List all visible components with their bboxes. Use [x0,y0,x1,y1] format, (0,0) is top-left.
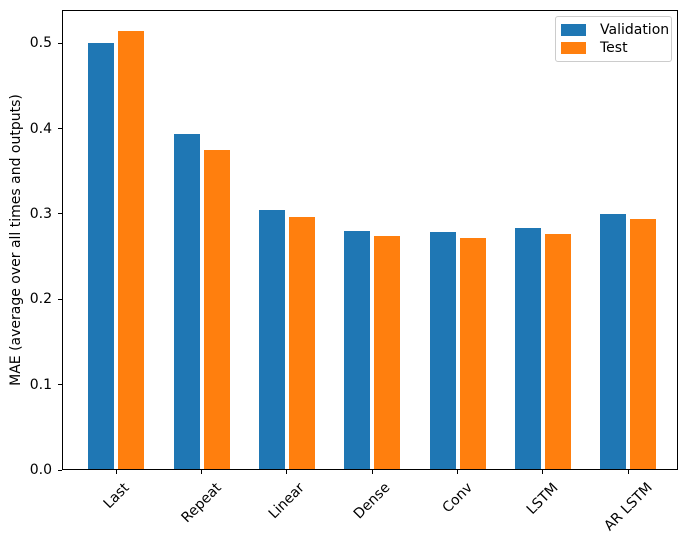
bar-test-linear [288,216,315,470]
x-tick-label-lstm: LSTM [524,479,562,518]
x-tick-label-last: Last [100,479,133,512]
plot-area [62,10,678,470]
legend-item-test: Test [561,40,666,56]
y-tick-label-0.1: 0.1 [29,376,52,393]
bar-test-repeat [203,149,230,470]
x-tick [115,470,117,474]
x-tick-label-ar-lstm: AR LSTM [600,479,656,535]
bar-validation-dense [344,231,371,470]
x-tick-label-repeat: Repeat [178,479,225,527]
x-tick-label-conv: Conv [439,480,476,517]
bar-validation-last [88,43,115,470]
legend-swatch-test [561,42,586,54]
y-tick [58,298,62,300]
y-tick-label-0.2: 0.2 [29,291,52,308]
x-tick [457,470,459,474]
bar-validation-ar-lstm [600,213,627,470]
bar-test-last [118,31,145,470]
y-tick [58,42,62,44]
legend-label-validation: Validation [600,22,670,38]
legend-item-validation: Validation [561,22,670,38]
bar-test-conv [459,237,486,470]
x-tick [542,470,544,474]
x-tick [371,470,373,474]
y-tick [58,469,62,471]
bar-validation-repeat [173,133,200,470]
x-tick [627,470,629,474]
y-tick [58,213,62,215]
legend: Validation Test [555,16,672,62]
bar-validation-lstm [514,227,541,470]
bar-test-ar-lstm [630,219,657,470]
x-tick [201,470,203,474]
legend-label-test: Test [600,40,628,56]
y-tick-label-0.4: 0.4 [29,120,52,137]
x-tick-label-linear: Linear [265,480,308,523]
y-axis-label: MAE (average over all times and outputs) [8,94,24,386]
x-tick [286,470,288,474]
bar-test-lstm [544,233,571,470]
bars-container [62,10,678,470]
y-tick-label-0.0: 0.0 [29,462,52,478]
bar-test-dense [374,236,401,470]
bar-validation-linear [258,209,285,470]
bar-validation-conv [429,231,456,470]
legend-swatch-validation [561,24,586,36]
x-tick-label-dense: Dense [351,479,394,523]
y-tick-label-0.5: 0.5 [29,35,52,52]
y-tick-label-0.3: 0.3 [29,205,52,222]
y-tick [58,128,62,130]
y-tick [58,384,62,386]
